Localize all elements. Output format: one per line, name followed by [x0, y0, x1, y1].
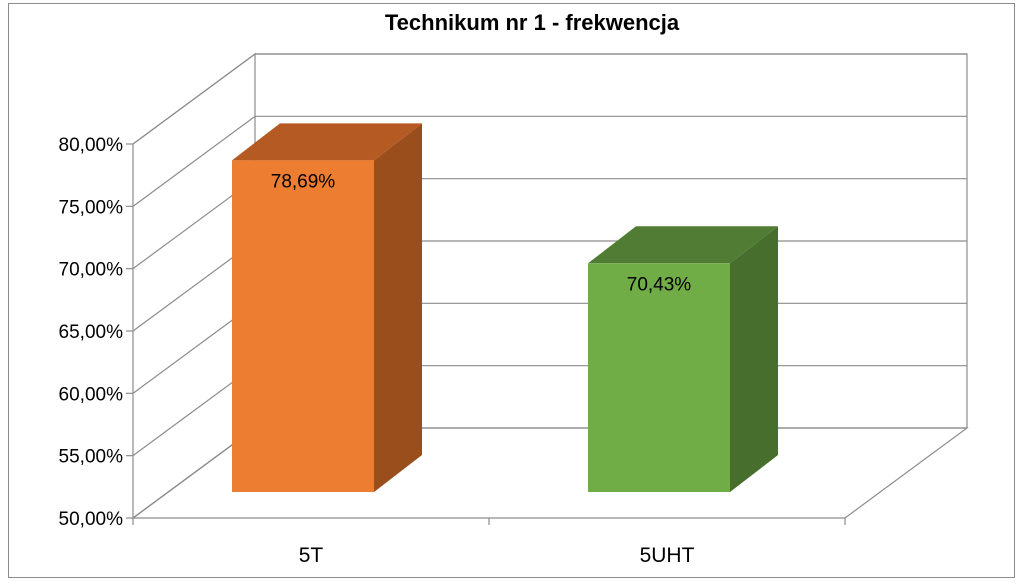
gridline — [132, 53, 967, 145]
bar — [588, 263, 730, 492]
bar — [232, 160, 374, 492]
gridline — [132, 115, 967, 207]
bar-top — [588, 226, 778, 264]
bar-top — [232, 123, 422, 161]
x-axis-ticks: 5T 5UHT — [132, 518, 846, 567]
chart-frame — [8, 3, 1015, 578]
bar-side — [374, 123, 422, 493]
y-tick-label: 75,00% — [59, 197, 124, 218]
y-tick-label: 80,00% — [59, 135, 124, 156]
data-label: 70,43% — [627, 274, 692, 295]
y-tick-label: 65,00% — [59, 322, 124, 343]
x-tick-label: 5T — [299, 544, 324, 567]
data-label: 78,69% — [271, 171, 336, 192]
y-tick-label: 70,00% — [59, 260, 124, 281]
bars-group: 78,69% 70,43% — [232, 123, 778, 493]
bar-side — [730, 226, 778, 492]
y-tick-label: 50,00% — [59, 509, 124, 530]
chart-title: Technikum nr 1 - frekwencja — [385, 10, 680, 35]
x-tick-label: 5UHT — [640, 544, 695, 567]
y-tick-label: 55,00% — [59, 447, 124, 468]
y-tick-label: 60,00% — [59, 384, 124, 405]
y-axis-ticks: 50,00% 55,00% 60,00% 65,00% 70,00% 75,00% 80,0… — [59, 135, 133, 530]
